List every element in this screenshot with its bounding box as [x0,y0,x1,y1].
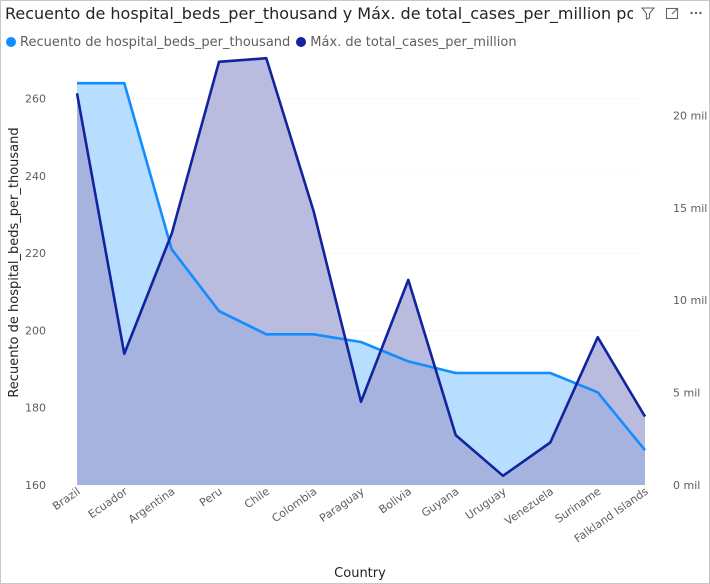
data-point-m-x-de-total-cases-per-million-venezuela[interactable] [548,440,553,445]
x-tick-label: Venezuela [502,485,556,528]
x-tick-label: Ecuador [86,485,131,522]
legend-item-hospital-beds[interactable]: Recuento de hospital_beds_per_thousand [6,35,290,50]
data-point-recuento-de-hospital-beds-per-thousand-venezuela[interactable] [548,370,553,375]
line-m-x-de-total-cases-per-million[interactable] [75,56,647,478]
chart-legend: Recuento de hospital_beds_per_thousand M… [6,32,523,52]
x-axis-title: Country [334,566,386,581]
y-tick-label: 160 [25,479,46,492]
area-m-x-de-total-cases-per-million [77,58,645,485]
y-tick-label: 180 [25,402,46,415]
filter-icon[interactable] [640,5,656,21]
data-point-m-x-de-total-cases-per-million-guyana[interactable] [453,433,458,438]
data-point-m-x-de-total-cases-per-million-peru[interactable] [217,59,222,64]
y2-tick-label: 20 mil [673,109,707,122]
series-lines [75,56,648,478]
visual-header-icons [640,5,704,21]
legend-item-total-cases[interactable]: Máx. de total_cases_per_million [296,34,517,50]
y2-tick-label: 0 mil [673,479,700,492]
legend-label-total-cases: Máx. de total_cases_per_million [310,34,517,50]
data-point-m-x-de-total-cases-per-million-bolivia[interactable] [406,277,411,282]
y-axis-left-ticks: 160 180 200 220 240 260 [25,93,46,492]
data-point-recuento-de-hospital-beds-per-thousand-guyana[interactable] [453,370,458,375]
more-options-icon[interactable] [688,5,704,21]
data-point-recuento-de-hospital-beds-per-thousand-peru[interactable] [217,309,222,314]
chart-title: Recuento de hospital_beds_per_thousand y… [5,4,633,23]
data-point-m-x-de-total-cases-per-million-uruguay[interactable] [501,473,506,478]
x-tick-label: Paraguay [317,485,367,525]
data-point-m-x-de-total-cases-per-million-paraguay[interactable] [359,399,364,404]
data-point-m-x-de-total-cases-per-million-chile[interactable] [264,56,269,61]
y-tick-label: 240 [25,170,46,183]
data-point-recuento-de-hospital-beds-per-thousand-bolivia[interactable] [406,359,411,364]
data-point-recuento-de-hospital-beds-per-thousand-ecuador[interactable] [122,81,127,86]
legend-marker-hospital-beds [6,37,16,47]
x-tick-label: Peru [197,485,225,510]
line-recuento-de-hospital-beds-per-thousand[interactable] [77,81,647,452]
y2-tick-label: 15 mil [673,202,707,215]
data-point-m-x-de-total-cases-per-million-ecuador[interactable] [122,351,127,356]
legend-marker-total-cases [296,37,307,47]
data-point-m-x-de-total-cases-per-million-falkland-islands[interactable] [643,414,648,419]
x-tick-label: Guyana [419,485,461,520]
data-point-m-x-de-total-cases-per-million-colombia[interactable] [311,209,316,214]
x-tick-label: Brazil [50,485,83,513]
y-axis-right-ticks: 0 mil 5 mil 10 mil 15 mil 20 mil [673,109,707,492]
data-point-m-x-de-total-cases-per-million-suriname[interactable] [595,335,600,340]
x-tick-label: Argentina [126,485,177,526]
data-point-recuento-de-hospital-beds-per-thousand-uruguay[interactable] [501,370,506,375]
data-point-m-x-de-total-cases-per-million-argentina[interactable] [169,231,174,236]
y2-tick-label: 5 mil [673,387,700,400]
x-tick-label: Bolivia [377,485,415,517]
data-point-recuento-de-hospital-beds-per-thousand-argentina[interactable] [169,247,174,252]
focus-mode-icon[interactable] [664,5,680,21]
x-tick-label: Colombia [270,485,320,525]
y-tick-label: 260 [25,93,46,106]
y2-tick-label: 10 mil [673,294,707,307]
data-point-recuento-de-hospital-beds-per-thousand-colombia[interactable] [311,332,316,337]
series-areas [77,58,645,485]
data-point-recuento-de-hospital-beds-per-thousand-chile[interactable] [264,332,269,337]
y-tick-label: 200 [25,324,46,337]
x-tick-label: Chile [242,485,272,512]
data-point-m-x-de-total-cases-per-million-brazil[interactable] [75,91,80,96]
y-tick-label: 220 [25,247,46,260]
y-axis-title: Recuento de hospital_beds_per_thousand [7,127,22,397]
data-point-recuento-de-hospital-beds-per-thousand-falkland-islands[interactable] [643,448,648,453]
data-point-recuento-de-hospital-beds-per-thousand-suriname[interactable] [595,390,600,395]
legend-label-hospital-beds: Recuento de hospital_beds_per_thousand [20,34,291,50]
data-point-recuento-de-hospital-beds-per-thousand-brazil[interactable] [75,81,80,86]
data-point-recuento-de-hospital-beds-per-thousand-paraguay[interactable] [359,340,364,345]
